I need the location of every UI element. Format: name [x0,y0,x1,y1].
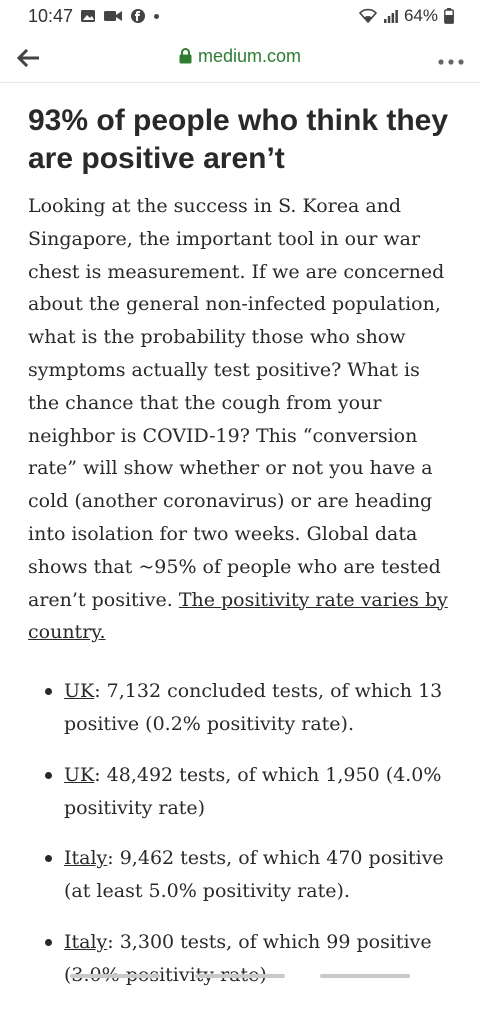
gallery-icon [81,10,95,22]
positivity-rate-link[interactable]: The positivity rate varies by country. [28,588,448,644]
status-bar: 10:47 64% [0,0,480,34]
signal-icon [383,10,398,23]
nav-handle-left[interactable] [70,974,160,978]
address-field[interactable]: medium.com [0,46,480,67]
list-item-text: : 48,492 tests, of which 1,950 (4.0% pos… [64,763,442,819]
list-item: Italy: 9,462 tests, of which 470 positiv… [28,842,456,908]
bullet-dot [45,771,52,779]
more-notifications-dot [154,13,159,19]
list-item-text: : 3,300 tests, of which 99 positive (3.0… [64,930,432,986]
arrow-left-icon [17,49,39,67]
list-item-text: : 9,462 tests, of which 470 positive (at… [64,847,444,903]
bullet-dot [45,938,52,946]
browser-url-bar: medium.com [0,34,480,83]
messenger-icon [131,9,145,23]
lock-icon [179,48,192,64]
battery-percent: 64% [403,6,438,25]
list-item: Italy: 3,300 tests, of which 99 positive… [28,926,456,992]
country-link[interactable]: Italy [64,847,108,870]
battery-icon [444,8,454,24]
article-paragraph: Looking at the success in S. Korea and S… [28,190,456,649]
country-link[interactable]: Italy [64,930,108,953]
list-item-text: : 7,132 concluded tests, of which 13 pos… [64,680,443,735]
more-options-button[interactable] [438,46,464,72]
country-link[interactable]: UK [64,763,95,786]
more-dots-icon [438,59,464,65]
bullet-dot [45,688,52,696]
bullet-dot [45,855,52,863]
url-text: medium.com [197,46,302,66]
article-content: 93% of people who think they are positiv… [28,102,456,1010]
wifi-icon [358,8,378,24]
video-icon [104,11,122,21]
test-results-list: UK: 7,132 concluded tests, of which 13 p… [28,675,456,991]
country-link[interactable]: UK [64,680,95,703]
nav-handle-center[interactable] [195,974,285,978]
status-time: 10:47 [28,6,74,26]
list-item: UK: 48,492 tests, of which 1,950 (4.0% p… [28,759,456,825]
list-item: UK: 7,132 concluded tests, of which 13 p… [28,675,456,741]
back-button[interactable] [14,44,42,72]
notification-icons [80,8,159,24]
paragraph-text: Looking at the success in S. Korea and S… [28,195,445,611]
system-icons: 64% [358,6,454,26]
nav-handle-right[interactable] [320,974,410,978]
article-headline: 93% of people who think they are positiv… [28,104,449,175]
